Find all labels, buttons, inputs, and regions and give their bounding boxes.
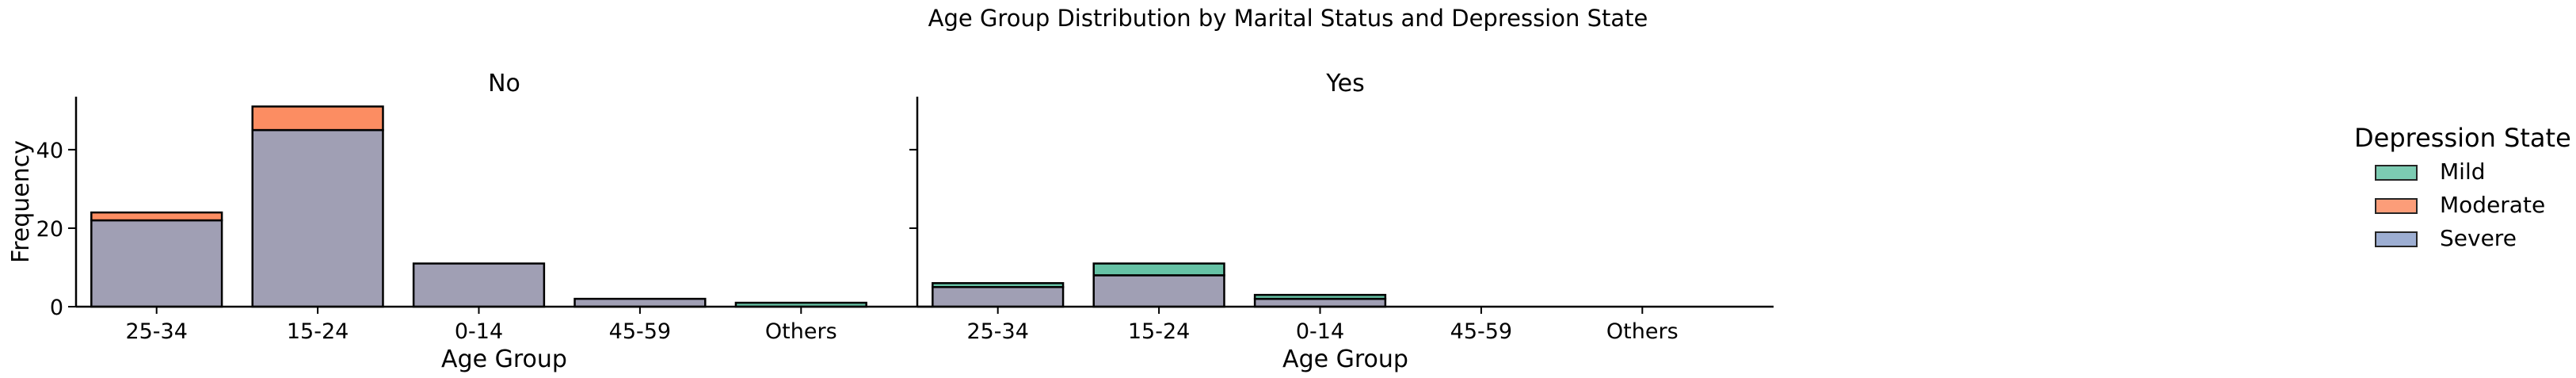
x-tick-label-no-3: 45-59: [609, 319, 671, 344]
legend-swatch-moderate: [2375, 198, 2418, 214]
x-tick-label-yes-3: 45-59: [1450, 319, 1512, 344]
bar-yes-25-34-mild: [932, 282, 1065, 288]
x-tick-label-no-4: Others: [765, 319, 837, 344]
y-axis-label: Frequency: [7, 140, 35, 263]
x-tick-label-yes-0: 25-34: [966, 319, 1028, 344]
x-axis-label-yes: Age Group: [1282, 346, 1408, 373]
bar-no-15-24-severe: [251, 128, 384, 308]
legend-swatch-mild: [2375, 165, 2418, 181]
legend-label-moderate: Moderate: [2440, 192, 2546, 218]
legend-title: Depression State: [2354, 123, 2571, 153]
x-tick-label-yes-2: 0-14: [1296, 319, 1344, 344]
legend-swatch-severe: [2375, 231, 2418, 247]
y-tick-label-1: 20: [36, 217, 63, 242]
x-tick-label-no-0: 25-34: [125, 319, 187, 344]
bar-no-45-59-severe: [574, 297, 707, 308]
y-tick-label-2: 40: [36, 139, 63, 163]
bar-yes-0-14-mild: [1253, 293, 1387, 300]
bar-yes-25-34-severe: [932, 285, 1065, 308]
bar-no-25-34-moderate: [90, 211, 223, 222]
x-tick-label-yes-1: 15-24: [1128, 319, 1190, 344]
bar-no-0-14-severe: [412, 262, 546, 308]
x-tick-label-yes-4: Others: [1606, 319, 1679, 344]
y-tick-label-0: 0: [50, 296, 63, 320]
bar-yes-15-24-severe: [1092, 274, 1225, 308]
chart-suptitle: Age Group Distribution by Marital Status…: [928, 5, 1648, 32]
bar-yes-15-24-mild: [1092, 262, 1225, 277]
legend-label-severe: Severe: [2440, 225, 2517, 251]
x-tick-label-no-1: 15-24: [287, 319, 349, 344]
bar-no-15-24-moderate: [251, 105, 384, 132]
panel-title-no: No: [488, 70, 520, 97]
bar-no-25-34-severe: [90, 219, 223, 308]
x-axis-label-no: Age Group: [441, 346, 567, 373]
legend-label-mild: Mild: [2440, 158, 2486, 185]
bar-yes-0-14-severe: [1253, 297, 1387, 308]
x-tick-label-no-2: 0-14: [455, 319, 503, 344]
panel-title-yes: Yes: [1325, 70, 1364, 97]
